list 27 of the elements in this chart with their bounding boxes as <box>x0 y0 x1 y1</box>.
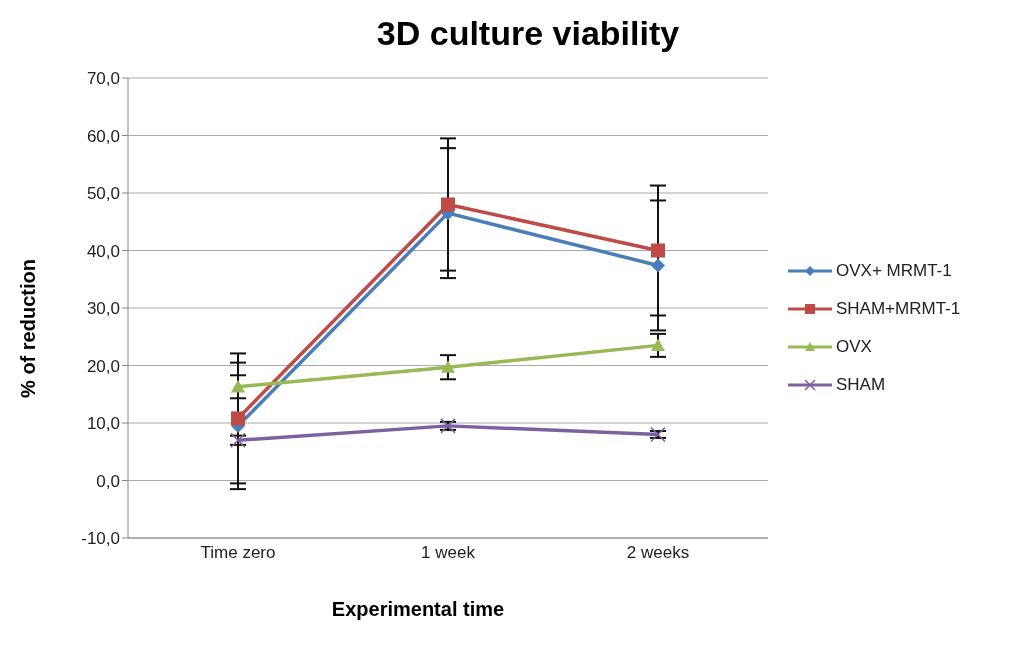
point <box>651 243 665 258</box>
y-tick-label: 0,0 <box>96 471 120 491</box>
x-tick-label: Time zero <box>200 543 276 563</box>
legend-label: OVX+ MRMT-1 <box>836 261 952 281</box>
point <box>651 258 665 273</box>
legend-label: SHAM+MRMT-1 <box>836 299 961 319</box>
point <box>650 426 666 443</box>
point <box>441 197 455 212</box>
x-axis-title: Experimental time <box>330 598 506 621</box>
legend-label: SHAM <box>836 375 886 395</box>
x-tick-label: 1 week <box>421 543 476 563</box>
y-tick-label: 70,0 <box>86 69 120 89</box>
y-tick-label: 50,0 <box>86 184 120 204</box>
point <box>441 360 455 373</box>
point <box>231 411 245 426</box>
y-tick-label: -10,0 <box>81 529 120 549</box>
chart-title: 3D culture viability <box>375 13 681 54</box>
y-tick-label: 30,0 <box>86 299 120 319</box>
x-tick-label: 2 weeks <box>626 543 690 563</box>
legend-label: OVX <box>836 337 872 357</box>
y-tick-label: 20,0 <box>86 356 120 376</box>
y-tick-label: 10,0 <box>86 414 120 434</box>
point <box>651 338 665 351</box>
y-tick-label: 60,0 <box>86 126 120 146</box>
y-tick-label: 40,0 <box>86 241 120 261</box>
y-axis-title: % of reduction <box>16 258 40 398</box>
point <box>231 379 245 393</box>
